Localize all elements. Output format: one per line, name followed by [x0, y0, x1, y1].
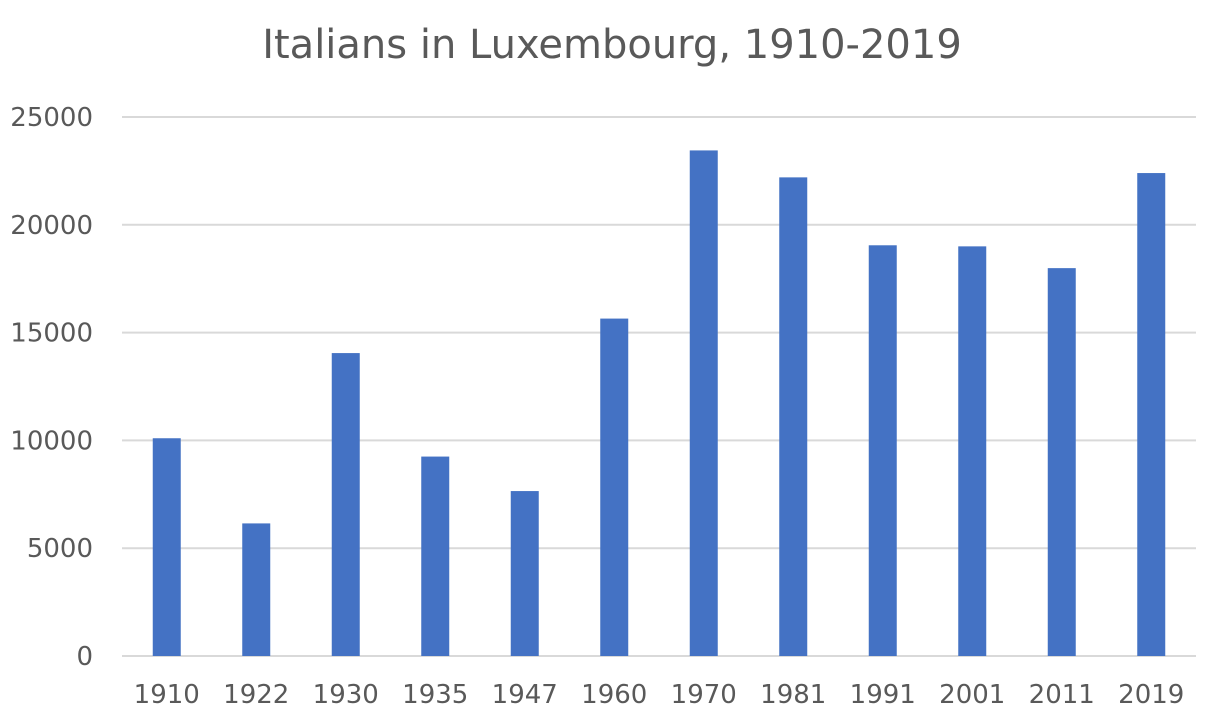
bar-1981 [779, 177, 808, 657]
y-tick-label: 20000 [10, 211, 93, 241]
x-tick-label: 1922 [223, 680, 289, 710]
bar-1922 [242, 523, 271, 656]
x-tick-label: 2011 [1029, 680, 1095, 710]
bar-2011 [1047, 268, 1076, 656]
x-tick-label: 1960 [581, 680, 647, 710]
x-tick-label: 1991 [850, 680, 916, 710]
chart-title: Italians in Luxembourg, 1910-2019 [262, 22, 962, 68]
y-tick-label: 5000 [27, 534, 93, 564]
bar-1910 [152, 438, 181, 656]
bar-2001 [958, 246, 987, 657]
x-tick-label: 1935 [402, 680, 468, 710]
y-tick-label: 0 [76, 642, 93, 672]
x-tick-label: 1970 [671, 680, 737, 710]
bar-1991 [868, 245, 897, 657]
x-tick-label: 1910 [134, 680, 200, 710]
bar-1960 [600, 318, 629, 656]
bar-1970 [689, 150, 718, 656]
y-tick-label: 25000 [10, 103, 93, 133]
x-tick-label: 2019 [1118, 680, 1184, 710]
x-tick-label: 1947 [492, 680, 558, 710]
y-tick-label: 15000 [10, 319, 93, 349]
bar-1930 [331, 353, 360, 656]
bar-1935 [421, 456, 450, 656]
x-tick-label: 1930 [313, 680, 379, 710]
bar-1947 [510, 491, 539, 656]
bar-2019 [1137, 173, 1166, 656]
y-tick-label: 10000 [10, 426, 93, 456]
x-tick-label: 2001 [939, 680, 1005, 710]
x-tick-label: 1981 [760, 680, 826, 710]
